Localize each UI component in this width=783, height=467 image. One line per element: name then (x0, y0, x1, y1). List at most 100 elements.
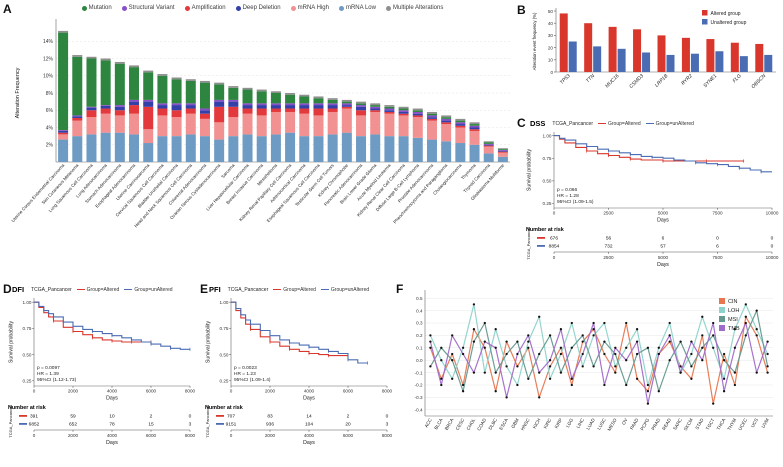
y-tick-label: 0.50 (220, 352, 229, 357)
panel-c: DSS TCGA_Pancancer Group=Altered Group=u… (524, 118, 780, 280)
bar-segment (157, 105, 168, 109)
risk-row-label: TCGA_Pancancer (8, 405, 13, 438)
bar-segment (313, 136, 324, 163)
x-tick-label: RYR2 (680, 73, 694, 87)
data-point (570, 383, 573, 387)
bar-segment (129, 101, 140, 106)
bar-segment (441, 124, 452, 142)
bar-segment (483, 153, 494, 163)
bar-segment (114, 63, 125, 106)
risk-count: 15 (148, 422, 154, 428)
bar-segment (58, 130, 69, 131)
bar-segment (412, 108, 423, 111)
bar-segment (327, 105, 338, 109)
bar-segment (469, 125, 480, 128)
panel-a-letter: A (3, 2, 12, 16)
panel-e-chart: 0.25 0.50 0.75 1.00 Survival probability 0 200… (203, 295, 395, 448)
bar-segment (356, 110, 367, 116)
risk-count: 676 (550, 236, 558, 242)
bar-segment (256, 105, 267, 109)
bar-segment (327, 134, 338, 162)
data-point (581, 340, 584, 343)
risk-axis-tick-label: 2000 (68, 433, 79, 438)
risk-row-label: TCGA_Pancancer (205, 405, 210, 438)
panel-e: PFI TCGA_Pancancer Group=Altered Group=u… (203, 284, 395, 464)
stat-text: p = 0.066 (557, 187, 577, 193)
bar-segment (398, 115, 409, 137)
risk-count: 14 (306, 414, 312, 420)
legend-label-altered: Group=Altered (608, 120, 641, 127)
bar-segment (398, 106, 409, 109)
bar-segment (327, 99, 338, 104)
bar-segment (497, 150, 508, 152)
x-tick-label: UVM (760, 417, 770, 428)
bar-segment (185, 105, 196, 109)
bar-segment (86, 117, 97, 135)
data-point (440, 383, 443, 387)
data-point (766, 365, 769, 368)
bar-segment (86, 107, 97, 111)
data-point (755, 309, 758, 312)
data-point (559, 352, 563, 356)
risk-axis-tick-label: 0 (33, 433, 36, 438)
stat-text: p = 0.0097 (37, 365, 60, 371)
bar-segment (114, 106, 125, 111)
legend-label: Structural Variant (128, 5, 175, 11)
x-tick-label: 0 (230, 389, 233, 394)
data-point (461, 390, 465, 393)
x-tick-label: THCA (716, 417, 727, 431)
x-tick-label: HNSC (520, 417, 531, 431)
y-tick-label: -0.4 (415, 408, 423, 413)
data-point (614, 365, 617, 368)
y-tick-label: 0.25 (220, 378, 229, 383)
x-tick-label: ESCA (498, 417, 509, 431)
bar-segment (299, 113, 310, 137)
bar-segment (228, 99, 239, 102)
bar-segment (86, 106, 97, 108)
y-tick-label: 0.75 (543, 156, 552, 161)
y-tick-label: 10 (548, 58, 554, 63)
risk-axis-tick-label: 10000 (766, 255, 779, 260)
y-tick-label: 0.75 (23, 326, 32, 331)
data-point (657, 346, 660, 349)
y-tick-label: 1.00 (220, 300, 229, 305)
bar-segment (185, 80, 196, 104)
x-tick-label: KIRP (554, 418, 564, 430)
panel-d-chart: 0.25 0.50 0.75 1.00 Survival probability 0 200… (6, 295, 198, 448)
risk-axis-tick-label: 0 (230, 433, 233, 438)
legend-dot-icon (121, 5, 127, 11)
data-point (635, 340, 639, 343)
bar-segment (441, 117, 452, 119)
survival-curve (231, 301, 368, 364)
bar-unaltered (642, 52, 651, 72)
stat-text: HR = 1.28 (557, 193, 579, 199)
bar-segment (214, 122, 225, 140)
data-point (538, 371, 541, 374)
bar-segment (441, 122, 452, 125)
panel-a-legend: Mutation Structural Variant Amplification D… (10, 2, 515, 14)
data-line (429, 316, 769, 405)
legend-item-mutation: Mutation (81, 5, 112, 11)
bar-segment (497, 149, 508, 150)
x-tick-label: 2000 (68, 389, 79, 394)
data-point (592, 321, 595, 325)
risk-table-title: Number at risk (8, 405, 46, 411)
stat-text: p = 0.0023 (234, 365, 257, 371)
bar-segment (214, 84, 225, 100)
data-point (755, 371, 758, 374)
legend-dot-icon (235, 5, 241, 11)
legend-swatch-icon (719, 316, 725, 322)
legend-label-altered: Group=Altered (86, 286, 120, 293)
data-point (635, 352, 639, 356)
risk-axis-label: Days (303, 440, 315, 446)
legend-label-altered: Group=Altered (283, 286, 316, 293)
legend-item-unaltered: Group=unAltered (320, 287, 369, 293)
panel-a: Mutation Structural Variant Amplification D… (10, 2, 515, 280)
bar-segment (483, 142, 494, 144)
bar-segment (327, 103, 338, 106)
x-tick-label: 2000 (265, 389, 276, 394)
x-tick-label: 4000 (304, 389, 315, 394)
legend-item-multiple-alterations: Multiple Alterations (385, 5, 443, 11)
